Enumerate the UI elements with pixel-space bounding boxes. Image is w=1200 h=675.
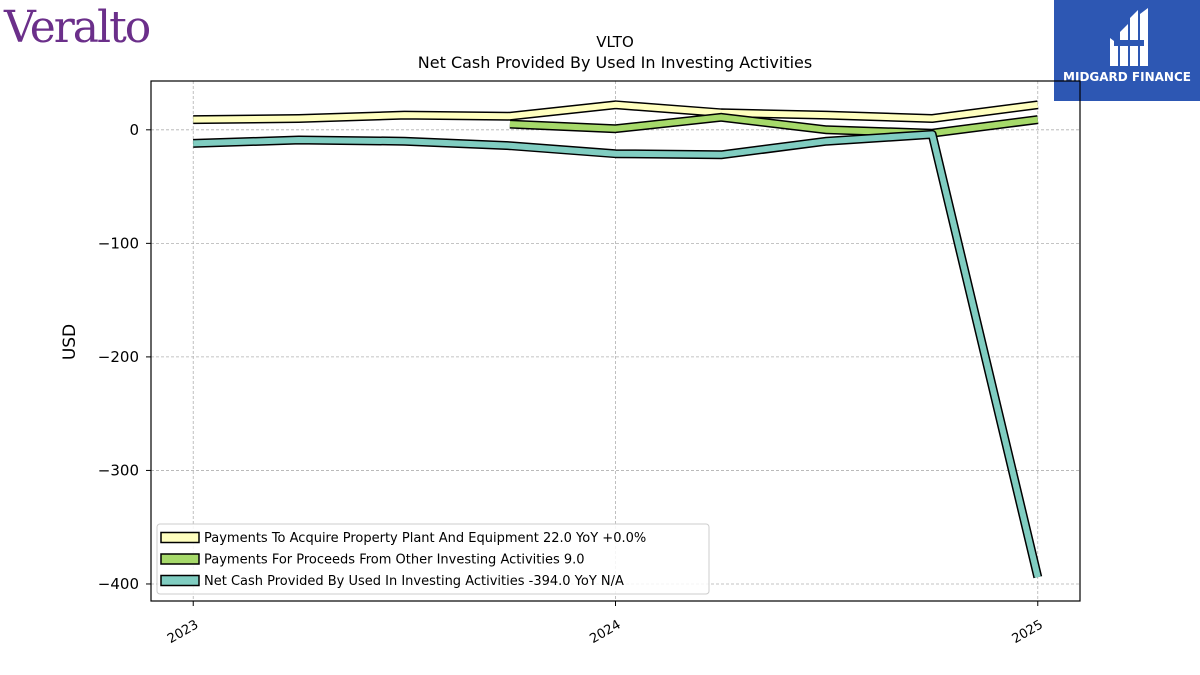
y-axis-label: USD <box>60 324 80 360</box>
x-tick-label: 2025 <box>1010 617 1046 647</box>
midgard-emblem-icon <box>1110 8 1148 66</box>
veralto-logo: Veralto <box>4 2 151 53</box>
legend-label: Payments For Proceeds From Other Investi… <box>204 553 585 568</box>
series-line <box>193 101 1039 123</box>
chart-title: VLTO <box>596 33 634 51</box>
series-line <box>509 114 1039 137</box>
grid-lines <box>151 81 1080 601</box>
series-2 <box>193 129 1043 579</box>
midgard-finance-text: MIDGARD FINANCE <box>1063 70 1191 84</box>
y-tick-label: 0 <box>129 121 139 139</box>
midgard-finance-logo: MIDGARD FINANCE <box>1054 0 1200 101</box>
series-0 <box>193 100 1039 125</box>
legend-label: Net Cash Provided By Used In Investing A… <box>204 574 624 589</box>
y-tick-label: −100 <box>98 234 139 252</box>
series-line <box>193 131 1041 578</box>
legend-swatch <box>160 531 200 544</box>
legend-label: Payments To Acquire Property Plant And E… <box>204 531 646 546</box>
legend-swatch <box>160 574 200 587</box>
series-1 <box>509 112 1039 138</box>
series-lines <box>193 100 1043 579</box>
legend-swatch <box>160 553 200 565</box>
y-tick-label: −400 <box>98 575 139 593</box>
x-tick-label: 2023 <box>165 617 201 647</box>
legend-box <box>156 523 710 595</box>
chart-subtitle: Net Cash Provided By Used In Investing A… <box>418 53 812 72</box>
legend: Payments To Acquire Property Plant And E… <box>156 523 710 595</box>
x-tick-label: 2024 <box>587 617 623 647</box>
y-tick-label: −200 <box>98 348 139 366</box>
series-line-outline <box>193 129 1043 579</box>
y-tick-label: −300 <box>98 461 139 479</box>
